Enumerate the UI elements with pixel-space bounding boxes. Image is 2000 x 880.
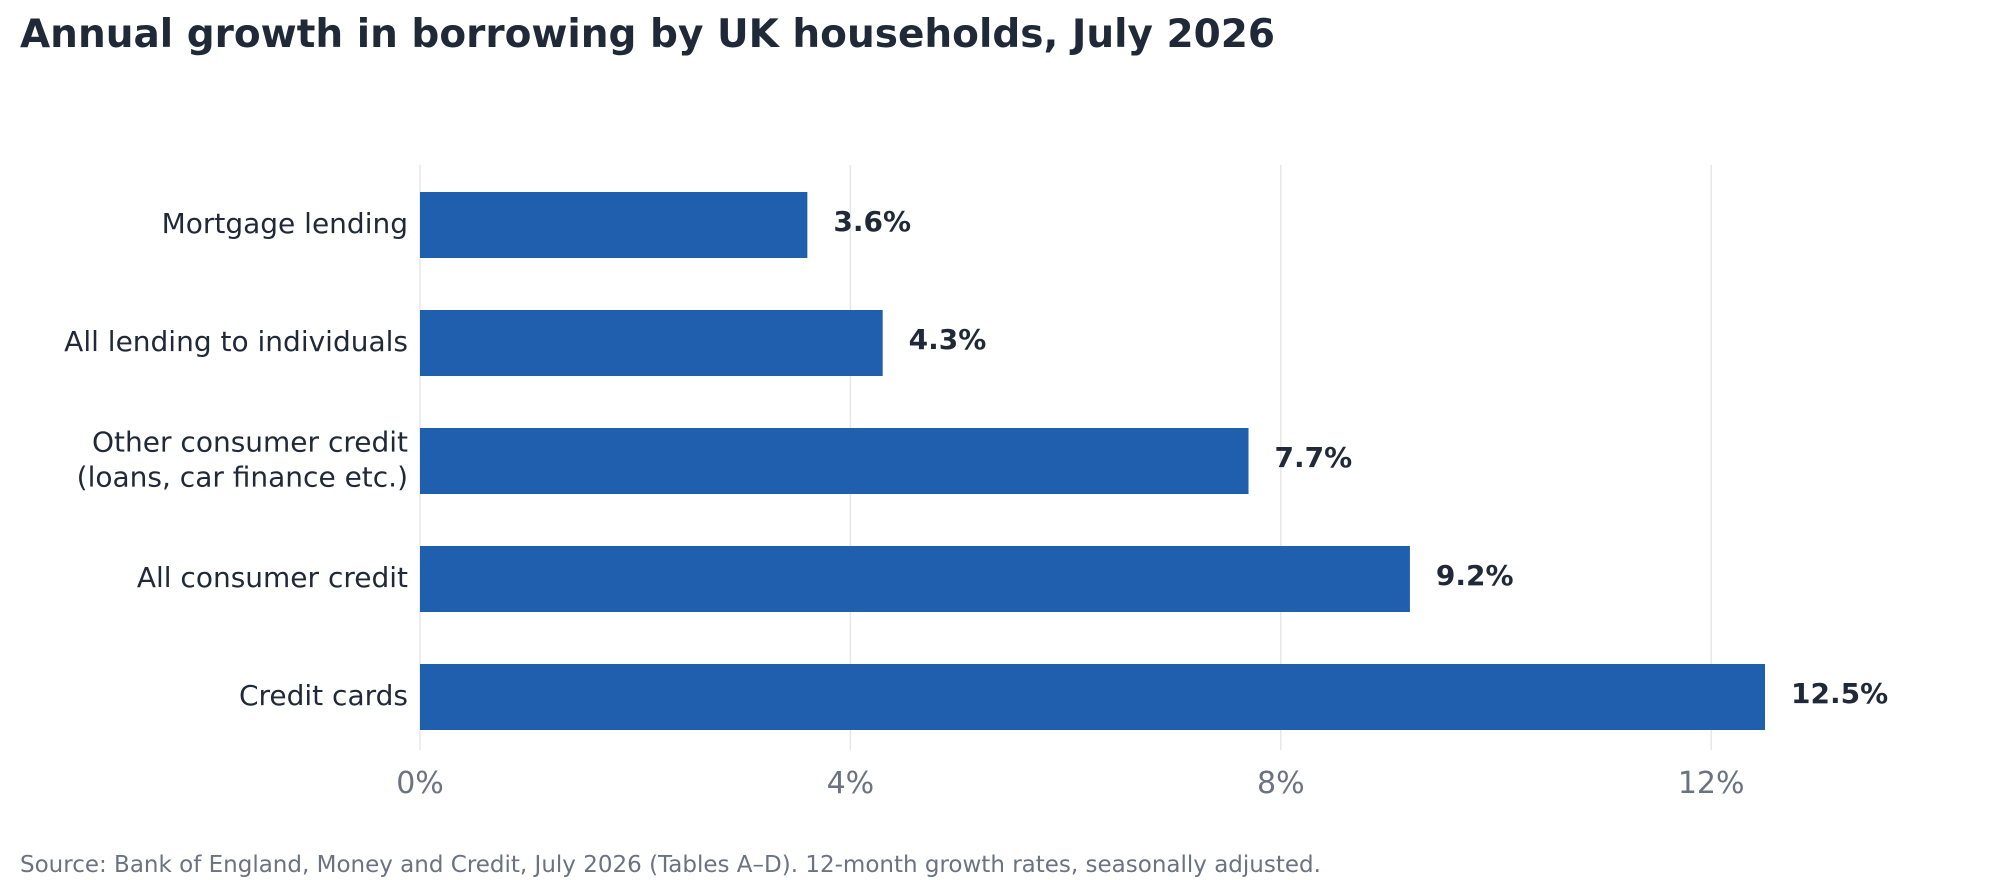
category-labels: Mortgage lending All lending to individua… — [64, 207, 408, 712]
bar — [420, 192, 808, 258]
bars — [420, 192, 1765, 730]
bar-value-label: 12.5% — [1791, 677, 1888, 710]
category-label: Mortgage lending — [162, 207, 408, 240]
x-tick-label: 8% — [1257, 766, 1305, 801]
category-label: Credit cards — [239, 679, 408, 712]
chart-title: Annual growth in borrowing by UK househo… — [20, 12, 1276, 57]
bar — [420, 310, 883, 376]
category-label: Other consumer credit (loans, car finance… — [77, 426, 408, 494]
x-tick-label: 4% — [827, 766, 875, 801]
category-label: All consumer credit — [137, 561, 408, 594]
category-label: All lending to individuals — [64, 325, 408, 358]
x-tick-label: 12% — [1678, 766, 1745, 801]
bar — [420, 546, 1410, 612]
bar-value-label: 7.7% — [1275, 441, 1353, 474]
bar — [420, 664, 1765, 730]
bar-value-label: 4.3% — [909, 323, 987, 356]
bar-value-label: 3.6% — [833, 205, 911, 238]
value-labels: 3.6% 4.3% 7.7% 9.2% 12.5% — [833, 205, 1888, 710]
bar-value-label: 9.2% — [1436, 559, 1514, 592]
x-axis-ticks: 0% 4% 8% 12% — [396, 766, 1744, 801]
x-tick-label: 0% — [396, 766, 444, 801]
bar — [420, 428, 1249, 494]
source-note: Source: Bank of England, Money and Credi… — [20, 852, 1321, 878]
